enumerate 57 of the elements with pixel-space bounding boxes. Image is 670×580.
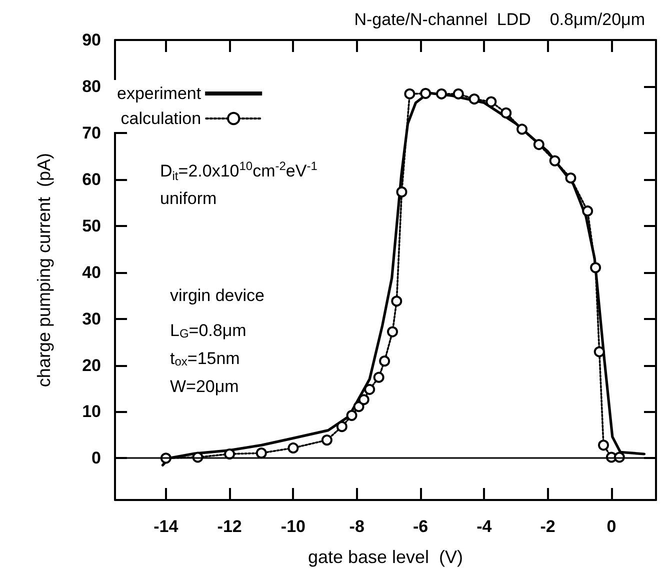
point bbox=[598, 440, 609, 451]
chart-title: N-gate/N-channel LDD 0.8μm/20μm bbox=[354, 10, 646, 29]
point bbox=[516, 124, 528, 135]
annotation: tox=15nm bbox=[170, 349, 240, 368]
annotation: uniform bbox=[160, 189, 217, 208]
y-tick-label: 60 bbox=[82, 170, 101, 189]
point bbox=[594, 346, 605, 358]
y-tick-label: 30 bbox=[82, 309, 101, 328]
point bbox=[533, 139, 544, 150]
point bbox=[500, 107, 512, 118]
point bbox=[391, 296, 402, 307]
y-tick-label: 10 bbox=[82, 402, 101, 422]
point bbox=[364, 384, 376, 395]
annotation: virgin device bbox=[170, 286, 264, 305]
point bbox=[549, 155, 560, 166]
point bbox=[321, 434, 332, 446]
x-tick-label: -6 bbox=[412, 517, 428, 536]
point bbox=[379, 356, 390, 367]
y-tick-label: 90 bbox=[82, 30, 101, 50]
x-tick-label: -12 bbox=[217, 517, 242, 536]
point bbox=[452, 88, 464, 100]
point bbox=[336, 421, 348, 432]
x-tick-label: -10 bbox=[280, 517, 306, 536]
point bbox=[387, 326, 398, 338]
point bbox=[565, 172, 576, 184]
point bbox=[288, 442, 299, 454]
point bbox=[396, 186, 408, 198]
point bbox=[256, 448, 267, 459]
x-tick-label: -2 bbox=[540, 517, 556, 536]
point bbox=[436, 88, 448, 100]
x-tick-label: -14 bbox=[154, 517, 179, 536]
point bbox=[353, 401, 364, 412]
annotation: W=20μm bbox=[170, 377, 239, 396]
legend-label: calculation bbox=[120, 109, 202, 128]
x-tick-label: 0 bbox=[606, 517, 616, 536]
point bbox=[358, 394, 370, 406]
point bbox=[486, 96, 497, 108]
x-tick-label: -8 bbox=[349, 517, 364, 536]
legend-label: experiment bbox=[116, 84, 202, 103]
x-tick-label: -4 bbox=[476, 517, 492, 536]
point bbox=[582, 205, 594, 216]
y-tick-label: 80 bbox=[82, 76, 101, 96]
point bbox=[420, 88, 432, 99]
point bbox=[590, 262, 602, 274]
annotation: LG=0.8μm bbox=[170, 321, 246, 340]
x-axis-title: gate base level (V) bbox=[308, 547, 464, 567]
point bbox=[373, 372, 384, 383]
y-tick-label: 70 bbox=[82, 123, 101, 142]
y-tick-label: 0 bbox=[92, 448, 101, 468]
y-tick-label: 40 bbox=[82, 262, 101, 282]
point bbox=[224, 448, 236, 460]
point bbox=[346, 410, 358, 421]
y-tick-label: 50 bbox=[82, 216, 101, 236]
y-axis-title: charge pumping current (pA) bbox=[34, 152, 54, 388]
y-tick-label: 20 bbox=[82, 356, 101, 375]
point bbox=[404, 88, 416, 100]
point bbox=[468, 94, 480, 105]
